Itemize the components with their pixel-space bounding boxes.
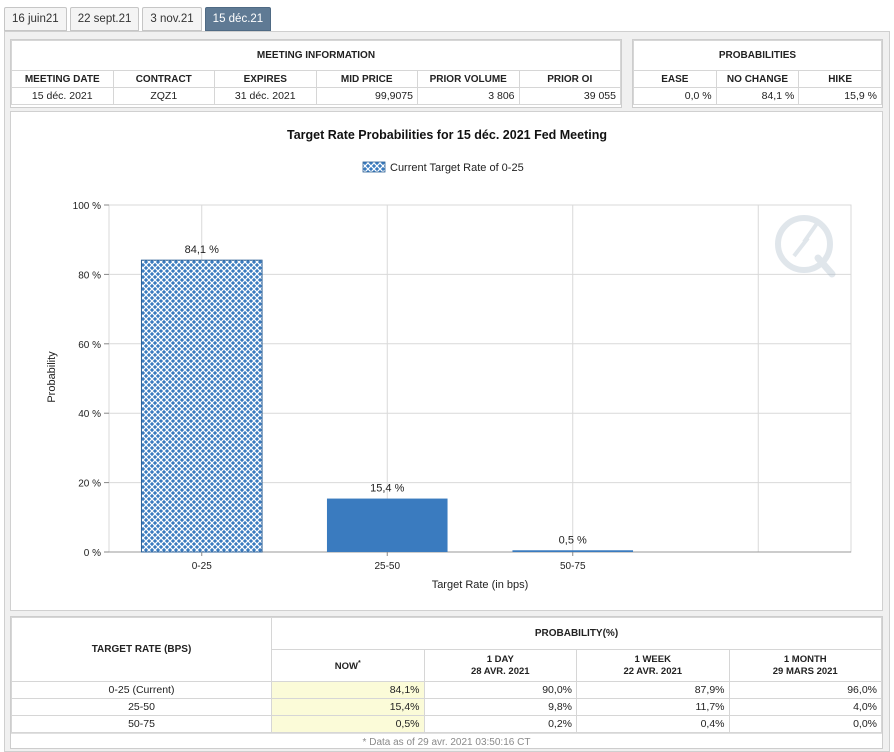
- week-cell: 11,7%: [576, 698, 730, 716]
- ease-value: 0,0 %: [633, 87, 717, 105]
- history-panel: TARGET RATE (BPS) PROBABILITY(%) NOW* 1 …: [10, 616, 883, 749]
- x-tick-label: 50-75: [560, 561, 586, 572]
- day-cell: 0,2%: [423, 715, 577, 733]
- now-cell: 15,4%: [271, 698, 425, 716]
- period-1-month-label: 1 MONTH: [783, 653, 827, 665]
- period-1-day-label: 1 DAY: [486, 653, 514, 665]
- mid-price-value: 99,9075: [315, 87, 418, 105]
- now-footnote-mark: *: [357, 659, 361, 667]
- col-hike: HIKE: [798, 70, 882, 88]
- meeting-info-table: MEETING INFORMATION MEETING DATE CONTRAC…: [11, 40, 621, 105]
- rate-cell: 0-25 (Current): [11, 681, 272, 699]
- col-mid-price: MID PRICE: [315, 70, 418, 88]
- watermark-logo: [775, 215, 836, 278]
- bar: [326, 498, 448, 552]
- col-probability: PROBABILITY(%): [271, 617, 882, 650]
- col-prior-volume: PRIOR VOLUME: [417, 70, 520, 88]
- meeting-info-title: MEETING INFORMATION: [11, 40, 621, 71]
- day-cell: 9,8%: [423, 698, 577, 716]
- tab-16-juin[interactable]: 16 juin21: [4, 7, 67, 31]
- table-row: 50-75 0,5% 0,2% 0,4% 0,0%: [11, 715, 882, 733]
- meeting-info-panel: MEETING INFORMATION MEETING DATE CONTRAC…: [10, 39, 622, 108]
- prior-oi-value: 39 055: [518, 87, 621, 105]
- bar: [140, 259, 263, 553]
- expires-value: 31 déc. 2021: [214, 87, 317, 105]
- bar: [512, 550, 634, 552]
- now-cell: 84,1%: [271, 681, 425, 699]
- col-no-change: NO CHANGE: [715, 70, 800, 88]
- y-tick-label: 60 %: [78, 340, 101, 351]
- meeting-tabs: 16 juin21 22 sept.21 3 nov.21 15 déc.21: [4, 7, 272, 31]
- y-tick-label: 0 %: [84, 548, 101, 559]
- table-row: 25-50 15,4% 9,8% 11,7% 4,0%: [11, 698, 882, 716]
- chart-legend: Current Target Rate of 0-25: [362, 161, 524, 174]
- prior-volume-value: 3 806: [417, 87, 520, 105]
- x-tick-label: 0-25: [192, 561, 212, 572]
- probabilities-table: PROBABILITIES EASE NO CHANGE HIKE 0,0 % …: [633, 40, 882, 105]
- rate-cell: 50-75: [11, 715, 272, 733]
- period-1-month-date: 29 MARS 2021: [772, 665, 838, 677]
- y-tick-label: 100 %: [73, 201, 101, 212]
- table-row: 0-25 (Current) 84,1% 90,0% 87,9% 96,0%: [11, 681, 882, 699]
- target-rate-chart: Target Rate Probabilities for 15 déc. 20…: [46, 128, 852, 591]
- col-prior-oi: PRIOR OI: [518, 70, 621, 88]
- col-1-month: 1 MONTH 29 MARS 2021: [728, 649, 882, 682]
- month-cell: 4,0%: [728, 698, 882, 716]
- week-cell: 87,9%: [576, 681, 730, 699]
- col-1-day: 1 DAY 28 AVR. 2021: [423, 649, 577, 682]
- day-cell: 90,0%: [423, 681, 577, 699]
- y-tick-label: 80 %: [78, 270, 101, 281]
- col-ease: EASE: [633, 70, 717, 88]
- tab-15-dec[interactable]: 15 déc.21: [204, 7, 272, 31]
- bar-value-label: 0,5 %: [559, 534, 587, 546]
- rate-cell: 25-50: [11, 698, 272, 716]
- legend-swatch: [362, 161, 386, 173]
- col-now: NOW*: [271, 649, 425, 682]
- col-target-rate: TARGET RATE (BPS): [11, 617, 272, 682]
- col-meeting-date: MEETING DATE: [11, 70, 114, 88]
- period-1-week-label: 1 WEEK: [634, 653, 671, 665]
- bar-value-label: 84,1 %: [185, 244, 219, 256]
- period-1-week-date: 22 AVR. 2021: [623, 665, 683, 677]
- y-tick-label: 20 %: [78, 479, 101, 490]
- hike-value: 15,9 %: [798, 87, 882, 105]
- month-cell: 96,0%: [728, 681, 882, 699]
- probabilities-panel: PROBABILITIES EASE NO CHANGE HIKE 0,0 % …: [632, 39, 883, 108]
- probabilities-title: PROBABILITIES: [633, 40, 882, 71]
- now-cell: 0,5%: [271, 715, 425, 733]
- x-tick-label: 25-50: [374, 561, 400, 572]
- data-timestamp-note: * Data as of 29 avr. 2021 03:50:16 CT: [11, 733, 882, 751]
- chart-panel: Target Rate Probabilities for 15 déc. 20…: [10, 111, 883, 611]
- month-cell: 0,0%: [728, 715, 882, 733]
- y-tick-label: 40 %: [78, 409, 101, 420]
- col-contract: CONTRACT: [112, 70, 215, 88]
- col-expires: EXPIRES: [214, 70, 317, 88]
- meeting-date-value: 15 déc. 2021: [11, 87, 114, 105]
- contract-value: ZQZ1: [112, 87, 215, 105]
- bar-value-label: 15,4 %: [370, 483, 404, 495]
- now-label: NOW: [334, 661, 358, 673]
- x-axis-label: Target Rate (in bps): [432, 579, 529, 591]
- legend-label: Current Target Rate of 0-25: [390, 162, 524, 174]
- chart-title: Target Rate Probabilities for 15 déc. 20…: [287, 128, 607, 142]
- col-1-week: 1 WEEK 22 AVR. 2021: [576, 649, 730, 682]
- no-change-value: 84,1 %: [715, 87, 800, 105]
- week-cell: 0,4%: [576, 715, 730, 733]
- tab-3-nov[interactable]: 3 nov.21: [142, 7, 202, 31]
- tab-22-sept[interactable]: 22 sept.21: [69, 7, 140, 31]
- period-1-day-date: 28 AVR. 2021: [470, 665, 530, 677]
- history-table: TARGET RATE (BPS) PROBABILITY(%) NOW* 1 …: [11, 617, 882, 733]
- y-axis-label: Probability: [46, 351, 58, 403]
